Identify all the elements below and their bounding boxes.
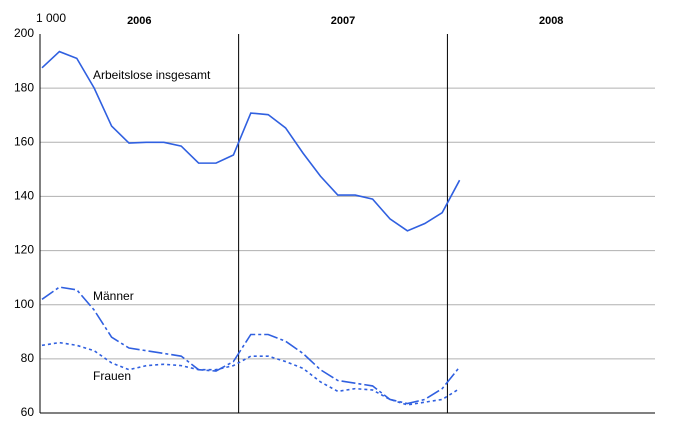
series-label: Frauen xyxy=(93,369,131,383)
y-tick-label: 120 xyxy=(14,243,34,257)
y-tick-label: 100 xyxy=(14,297,34,311)
year-label: 2008 xyxy=(539,15,563,27)
series-line xyxy=(41,50,461,232)
unit-label: 1 000 xyxy=(36,11,66,25)
y-tick-label: 160 xyxy=(14,134,34,148)
y-tick-label: 180 xyxy=(14,80,34,94)
year-label: 2007 xyxy=(331,15,355,27)
y-tick-label: 200 xyxy=(14,26,34,40)
year-label: 2006 xyxy=(127,15,151,27)
y-tick-label: 80 xyxy=(21,351,35,365)
series-label: Arbeitslose insgesamt xyxy=(93,68,211,82)
y-tick-label: 60 xyxy=(21,405,35,419)
series-line xyxy=(41,286,461,405)
y-tick-label: 140 xyxy=(14,189,34,203)
series-line xyxy=(41,341,461,406)
series-label: Männer xyxy=(93,289,134,303)
